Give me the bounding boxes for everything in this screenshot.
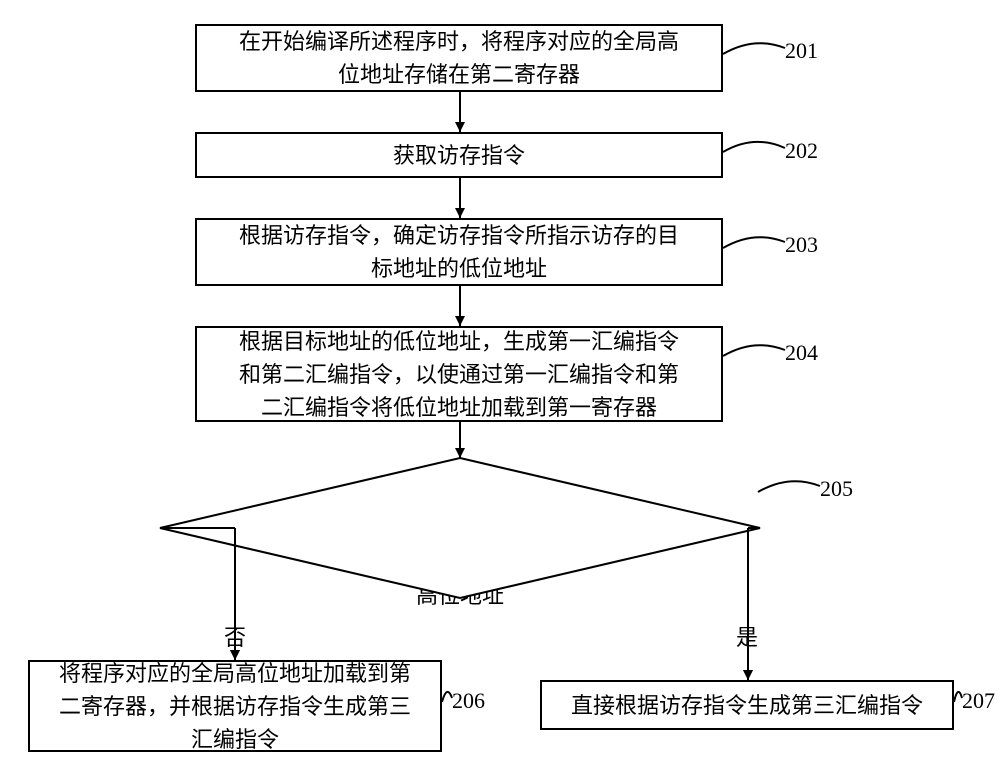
step-203-text: 根据访存指令，确定访存指令所指示访存的目标地址的低位地址: [239, 219, 679, 285]
flowchart-canvas: 在开始编译所述程序时，将程序对应的全局高位地址存储在第二寄存器 获取访存指令 根…: [0, 0, 1000, 764]
step-204-box: 根据目标地址的低位地址，生成第一汇编指令和第二汇编指令，以使通过第一汇编指令和第…: [195, 326, 723, 422]
step-203-box: 根据访存指令，确定访存指令所指示访存的目标地址的低位地址: [195, 218, 723, 286]
step-203-number: 203: [785, 232, 818, 258]
step-207-box: 直接根据访存指令生成第三汇编指令: [540, 680, 954, 730]
step-205-number: 205: [820, 476, 853, 502]
branch-no-label: 否: [224, 620, 246, 652]
step-204-text: 根据目标地址的低位地址，生成第一汇编指令和第二汇编指令，以使通过第一汇编指令和第…: [239, 325, 679, 424]
step-201-number: 201: [785, 38, 818, 64]
step-201-box: 在开始编译所述程序时，将程序对应的全局高位地址存储在第二寄存器: [195, 24, 723, 92]
step-206-box: 将程序对应的全局高位地址加载到第二寄存器，并根据访存指令生成第三汇编指令: [28, 660, 442, 752]
step-202-box: 获取访存指令: [195, 132, 723, 178]
decision-205-text: 判断第二寄存器中保存的数值是否为程序对应的全局高位地址: [310, 480, 610, 612]
step-202-number: 202: [785, 138, 818, 164]
step-204-number: 204: [785, 340, 818, 366]
step-206-number: 206: [452, 688, 485, 714]
step-207-text: 直接根据访存指令生成第三汇编指令: [571, 689, 923, 722]
step-206-text: 将程序对应的全局高位地址加载到第二寄存器，并根据访存指令生成第三汇编指令: [59, 657, 411, 756]
step-201-text: 在开始编译所述程序时，将程序对应的全局高位地址存储在第二寄存器: [239, 25, 679, 91]
branch-yes-label: 是: [736, 620, 758, 652]
step-202-text: 获取访存指令: [393, 139, 525, 172]
step-207-number: 207: [962, 688, 995, 714]
